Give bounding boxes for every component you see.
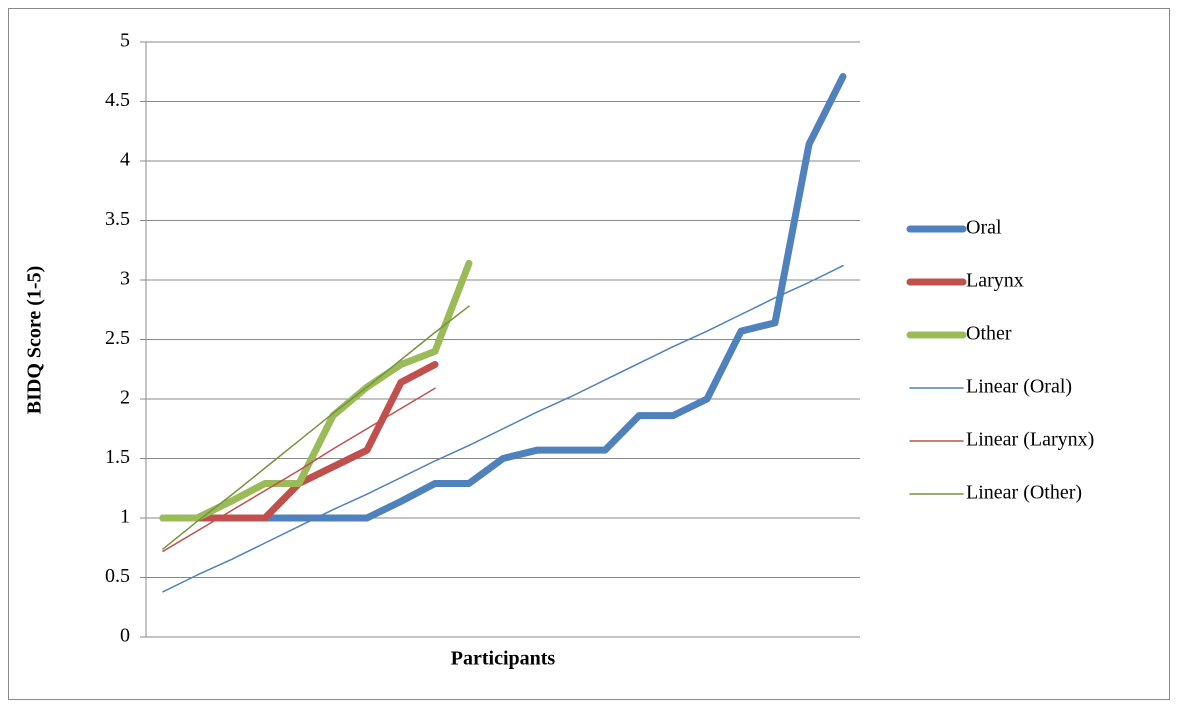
- y-tick-label: 0: [120, 625, 130, 647]
- y-tick-label: 3: [120, 268, 130, 290]
- y-tick-label: 4: [120, 149, 130, 171]
- y-tick-label: 0.5: [105, 565, 130, 587]
- x-axis-label: Participants: [451, 648, 556, 670]
- y-axis-label: BIDQ Score (1-5): [24, 266, 46, 415]
- y-tick-label: 1.5: [105, 446, 130, 468]
- legend-label: Linear (Other): [966, 482, 1082, 504]
- series-line: [159, 73, 847, 522]
- series-line: [159, 259, 473, 522]
- y-tick-label: 4.5: [105, 89, 130, 111]
- series-line: [162, 387, 436, 553]
- y-tick-label: 2.5: [105, 327, 130, 349]
- y-tick-label: 2: [120, 387, 130, 409]
- y-tick-label: 5: [120, 30, 130, 52]
- y-tick-label: 3.5: [105, 208, 130, 230]
- series-line: [162, 305, 470, 550]
- series-line: [162, 264, 844, 593]
- legend-label: Oral: [966, 217, 1002, 239]
- legend-label: Other: [966, 323, 1012, 345]
- legend-label: Linear (Oral): [966, 376, 1072, 398]
- y-tick-label: 1: [120, 506, 130, 528]
- legend-label: Larynx: [966, 270, 1024, 292]
- legend-label: Linear (Larynx): [966, 429, 1094, 451]
- chart-border: [8, 8, 1170, 700]
